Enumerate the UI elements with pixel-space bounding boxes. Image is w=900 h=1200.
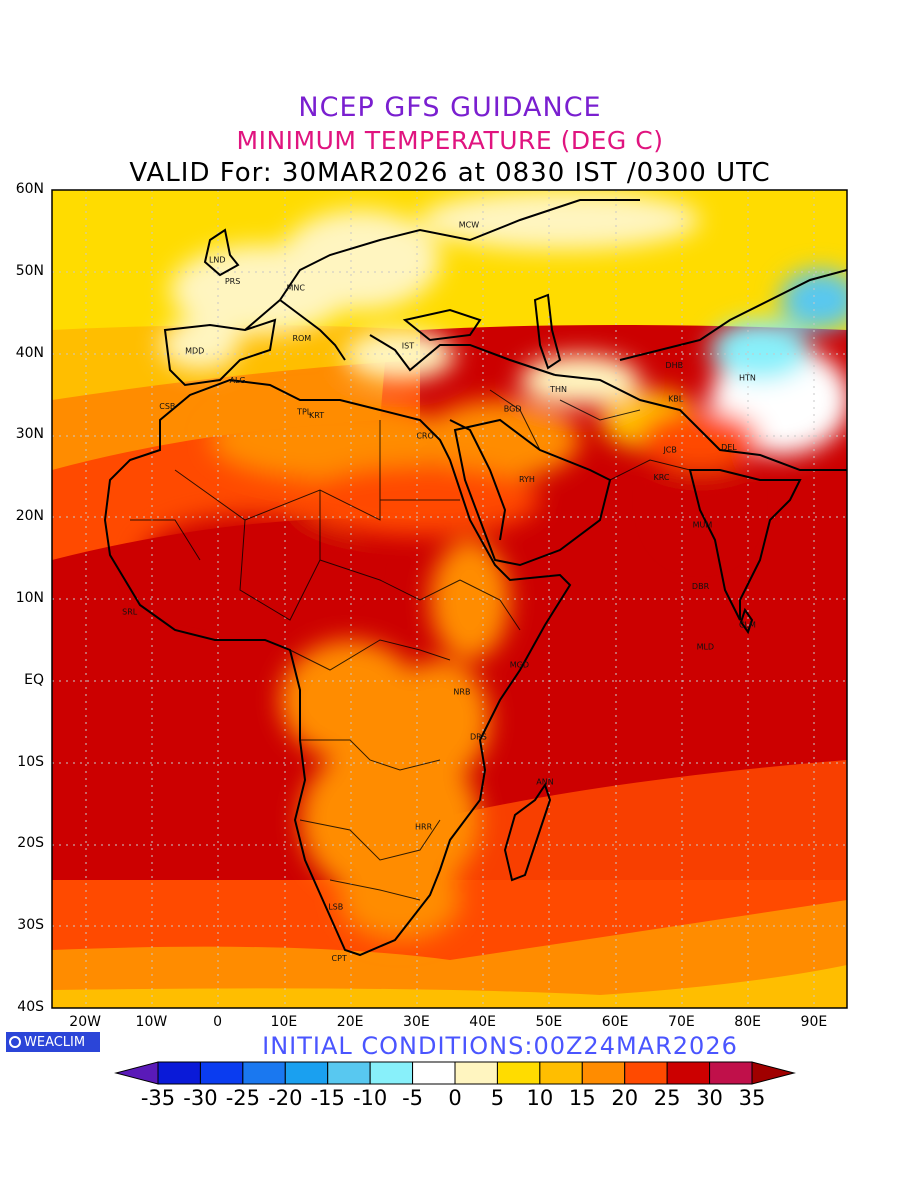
city-label: CLM <box>739 620 756 629</box>
city-label: MUM <box>693 521 713 530</box>
city-label: DBR <box>692 582 710 591</box>
lon-tick-label: 20W <box>69 1014 101 1030</box>
city-label: RYH <box>519 475 535 484</box>
city-label: DRS <box>470 732 487 741</box>
colorbar-label: 5 <box>490 1086 505 1110</box>
lat-tick-label: 10S <box>17 753 44 770</box>
lon-tick-label: 40E <box>469 1014 496 1030</box>
colorbar-label: 10 <box>526 1086 554 1110</box>
colorbar-label: -25 <box>225 1086 260 1110</box>
city-label: MGD <box>510 660 529 669</box>
map-frame <box>51 189 848 1009</box>
colorbar-label: -20 <box>268 1086 303 1110</box>
colorbar-label: 35 <box>738 1086 766 1110</box>
city-label: ANN <box>536 777 553 786</box>
title-valid-time: VALID For: 30MAR2026 at 0830 IST /0300 U… <box>129 158 771 188</box>
city-label: HTN <box>739 373 756 382</box>
lon-tick-label: 10E <box>270 1014 298 1030</box>
city-label: TPL <box>296 408 312 417</box>
lon-tick-label: 80E <box>734 1014 761 1030</box>
lon-tick-label: 30E <box>403 1014 430 1030</box>
lon-tick-label: 0 <box>213 1014 223 1030</box>
city-label: CSB <box>159 402 175 411</box>
initial-conditions: INITIAL CONDITIONS:00Z24MAR2026 <box>262 1032 738 1060</box>
lat-tick-label: 40N <box>15 344 44 361</box>
logo-ring-icon <box>9 1036 21 1048</box>
lat-tick-label: 60N <box>15 181 44 197</box>
lat-tick-label: 50N <box>15 262 44 279</box>
city-label: MNC <box>286 283 305 292</box>
city-label: CRO <box>416 431 433 440</box>
colorbar-label: 25 <box>653 1086 681 1110</box>
city-label: JCB <box>662 445 676 454</box>
lat-tick-label: 30S <box>17 917 44 934</box>
lon-tick-label: 10W <box>135 1014 168 1030</box>
city-label: HRR <box>415 822 433 831</box>
city-label: LND <box>209 256 226 265</box>
lon-tick-label: 70E <box>668 1014 695 1030</box>
colorbar-label: -35 <box>140 1086 176 1110</box>
title-model: NCEP GFS GUIDANCE <box>298 92 602 123</box>
city-label: ALG <box>230 376 246 385</box>
city-label: MDD <box>185 346 204 355</box>
city-label: ROM <box>292 334 311 343</box>
lat-tick-label: 40S <box>17 999 44 1015</box>
city-label: MLD <box>697 642 715 651</box>
colorbar-label: -10 <box>352 1086 388 1110</box>
colorbar-label: 15 <box>568 1086 596 1110</box>
colorbar-label: 30 <box>696 1086 723 1110</box>
city-label: DHB <box>665 361 683 370</box>
city-label: KRC <box>654 473 670 482</box>
city-label: CPT <box>332 954 347 963</box>
city-label: SRL <box>122 607 138 616</box>
city-label: PRS <box>225 277 240 286</box>
lat-tick-label: 30N <box>15 426 44 443</box>
lon-tick-label: 60E <box>601 1014 629 1030</box>
colorbar-label: -15 <box>310 1086 345 1110</box>
city-label: LSB <box>328 903 343 912</box>
lat-tick-label: EQ <box>24 671 44 688</box>
lat-tick-label: 20N <box>15 508 44 525</box>
coastlines <box>103 199 847 957</box>
country-borders <box>130 389 691 901</box>
lat-tick-label: 20S <box>17 835 44 852</box>
city-label: IST <box>402 341 414 350</box>
colorbar-label: -5 <box>402 1086 424 1110</box>
lon-tick-label: 50E <box>535 1014 563 1030</box>
city-label: NRB <box>453 687 470 696</box>
city-label: BGD <box>504 404 522 413</box>
lat-tick-label: 10N <box>15 590 44 606</box>
city-label: KBL <box>668 395 684 404</box>
weaclim-logo: WEACLIM <box>6 1032 100 1052</box>
colorbar-label: 20 <box>611 1086 639 1110</box>
colorbar-label: -30 <box>183 1086 218 1110</box>
title-variable: MINIMUM TEMPERATURE (DEG C) <box>236 126 664 155</box>
logo-text: WEACLIM <box>24 1034 86 1050</box>
city-label: DEL <box>721 443 737 452</box>
lon-tick-label: 90E <box>800 1014 828 1030</box>
colorbar-label: 0 <box>448 1086 462 1110</box>
city-label: KRT <box>309 411 324 420</box>
city-label: MCW <box>459 220 479 229</box>
lon-tick-label: 20E <box>336 1014 364 1030</box>
city-label: THN <box>549 385 567 394</box>
